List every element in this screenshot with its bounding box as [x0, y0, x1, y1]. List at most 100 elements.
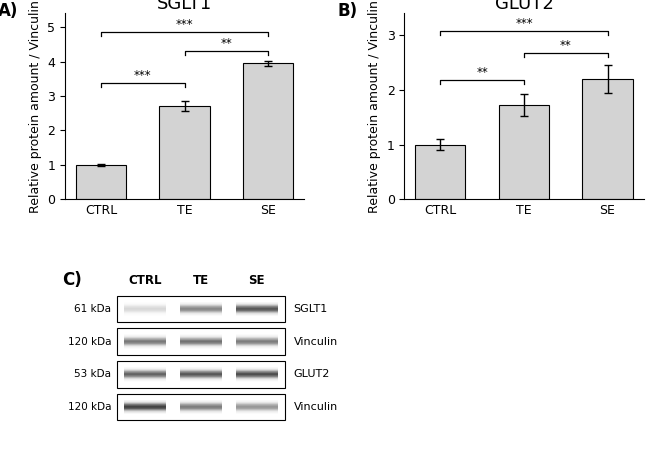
Text: SE: SE: [248, 273, 265, 286]
Bar: [180, 374, 222, 375]
Bar: [124, 412, 166, 413]
Bar: [124, 316, 166, 317]
Bar: [124, 309, 166, 310]
Bar: [124, 307, 166, 308]
Bar: [159, 106, 209, 199]
Bar: [180, 347, 222, 348]
Y-axis label: Relative protein amount / Vinculin: Relative protein amount / Vinculin: [368, 0, 381, 213]
Bar: [117, 361, 285, 387]
Bar: [236, 380, 278, 381]
Bar: [236, 336, 278, 337]
Bar: [236, 403, 278, 404]
Bar: [236, 302, 278, 303]
Bar: [236, 344, 278, 345]
Bar: [236, 339, 278, 340]
Bar: [124, 312, 166, 313]
Bar: [180, 348, 222, 349]
Bar: [124, 376, 166, 377]
Bar: [180, 308, 222, 309]
Bar: [180, 380, 222, 381]
Bar: [117, 328, 285, 355]
Bar: [180, 404, 222, 405]
Bar: [124, 411, 166, 412]
Bar: [236, 375, 278, 376]
Bar: [236, 342, 278, 343]
Bar: [236, 410, 278, 411]
Bar: [180, 346, 222, 347]
Bar: [236, 412, 278, 413]
Bar: [180, 336, 222, 337]
Text: GLUT2: GLUT2: [294, 370, 330, 379]
Bar: [124, 342, 166, 343]
Bar: [236, 304, 278, 305]
Bar: [180, 367, 222, 368]
Bar: [180, 409, 222, 410]
Title: SGLT1: SGLT1: [157, 0, 212, 13]
Bar: [124, 302, 166, 303]
Bar: [236, 346, 278, 347]
Bar: [236, 408, 278, 409]
Bar: [124, 405, 166, 406]
Bar: [180, 369, 222, 370]
Bar: [124, 303, 166, 304]
Bar: [124, 376, 166, 377]
Bar: [124, 370, 166, 371]
Text: C): C): [62, 272, 82, 290]
Bar: [117, 296, 285, 322]
Bar: [236, 334, 278, 335]
Bar: [180, 405, 222, 406]
Bar: [236, 340, 278, 341]
Bar: [124, 373, 166, 374]
Bar: [236, 309, 278, 310]
Bar: [124, 344, 166, 345]
Bar: [124, 308, 166, 309]
Bar: [236, 310, 278, 311]
Bar: [180, 378, 222, 379]
Bar: [236, 346, 278, 347]
Bar: [124, 378, 166, 379]
Bar: [180, 339, 222, 340]
Bar: [124, 302, 166, 303]
Bar: [124, 315, 166, 316]
Bar: [180, 412, 222, 413]
Bar: [180, 315, 222, 316]
Bar: [180, 379, 222, 380]
Bar: [124, 374, 166, 375]
Bar: [124, 312, 166, 313]
Bar: [124, 341, 166, 342]
Bar: [180, 313, 222, 314]
Bar: [124, 406, 166, 407]
Bar: [124, 408, 166, 409]
Bar: [236, 404, 278, 405]
Bar: [236, 405, 278, 406]
Bar: [180, 343, 222, 344]
Bar: [236, 344, 278, 345]
Bar: [180, 406, 222, 407]
Bar: [180, 340, 222, 341]
Text: 120 kDa: 120 kDa: [68, 402, 111, 412]
Bar: [180, 334, 222, 335]
Bar: [124, 305, 166, 306]
Bar: [180, 378, 222, 379]
Bar: [180, 302, 222, 303]
Bar: [124, 336, 166, 337]
Bar: [180, 377, 222, 378]
Bar: [180, 408, 222, 409]
Bar: [236, 408, 278, 409]
Text: **: **: [476, 66, 488, 79]
Bar: [236, 370, 278, 371]
Bar: [180, 306, 222, 307]
Bar: [124, 410, 166, 411]
Bar: [236, 378, 278, 379]
Bar: [236, 373, 278, 374]
Bar: [415, 145, 465, 199]
Bar: [180, 413, 222, 414]
Bar: [124, 372, 166, 373]
Bar: [236, 341, 278, 342]
Bar: [124, 375, 166, 376]
Bar: [124, 311, 166, 312]
Bar: [180, 335, 222, 336]
Bar: [180, 411, 222, 412]
Bar: [236, 376, 278, 377]
Bar: [180, 304, 222, 305]
